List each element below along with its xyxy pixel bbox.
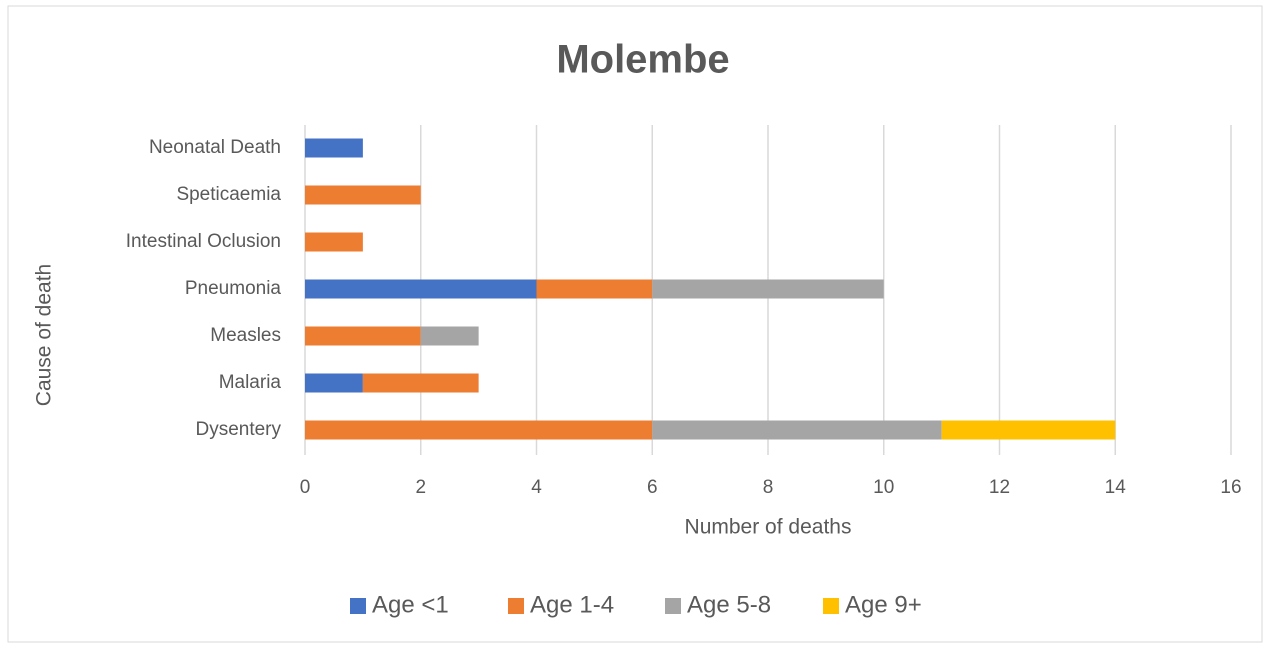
y-tick-label: Dysentery	[195, 419, 281, 440]
legend-label: Age 1-4	[530, 591, 614, 618]
legend-label: Age <1	[372, 591, 449, 618]
bar-segment	[941, 420, 1116, 440]
y-tick-label: Neonatal Death	[149, 137, 281, 158]
chart-frame	[7, 5, 1263, 643]
bar-segment	[305, 185, 421, 205]
y-tick-label: Pneumonia	[185, 278, 282, 299]
x-tick-label: 2	[415, 477, 426, 498]
bar-segment	[305, 232, 363, 252]
legend-swatch	[823, 598, 839, 614]
x-tick-label: 10	[873, 477, 894, 498]
legend-label: Age 5-8	[687, 591, 771, 618]
bar-segment	[305, 326, 421, 346]
x-axis-title: Number of deaths	[685, 516, 852, 539]
bar-segment	[305, 420, 653, 440]
bar-segment	[652, 279, 884, 299]
bar-segment	[305, 279, 537, 299]
x-tick-label: 14	[1105, 477, 1127, 498]
x-tick-label: 0	[300, 477, 311, 498]
chart-title: Molembe	[556, 38, 729, 82]
legend-swatch	[508, 598, 524, 614]
bar-segment	[362, 373, 479, 393]
legend-label: Age 9+	[845, 591, 922, 618]
legend-swatch	[665, 598, 681, 614]
x-tick-label: 6	[647, 477, 658, 498]
y-tick-label: Malaria	[219, 372, 282, 393]
bar-segment	[305, 373, 363, 393]
bar-segment	[652, 420, 942, 440]
bar-segment	[536, 279, 653, 299]
y-tick-label: Measles	[210, 325, 281, 346]
x-tick-label: 8	[763, 477, 774, 498]
legend-swatch	[350, 598, 366, 614]
x-tick-label: 4	[531, 477, 542, 498]
y-tick-label: Speticaemia	[176, 184, 281, 205]
y-tick-label: Intestinal Oclusion	[126, 231, 281, 252]
bar-segment	[305, 138, 363, 158]
x-tick-label: 12	[989, 477, 1010, 498]
bar-segment	[420, 326, 479, 346]
x-tick-label: 16	[1220, 477, 1241, 498]
y-axis-title: Cause of death	[33, 264, 56, 406]
